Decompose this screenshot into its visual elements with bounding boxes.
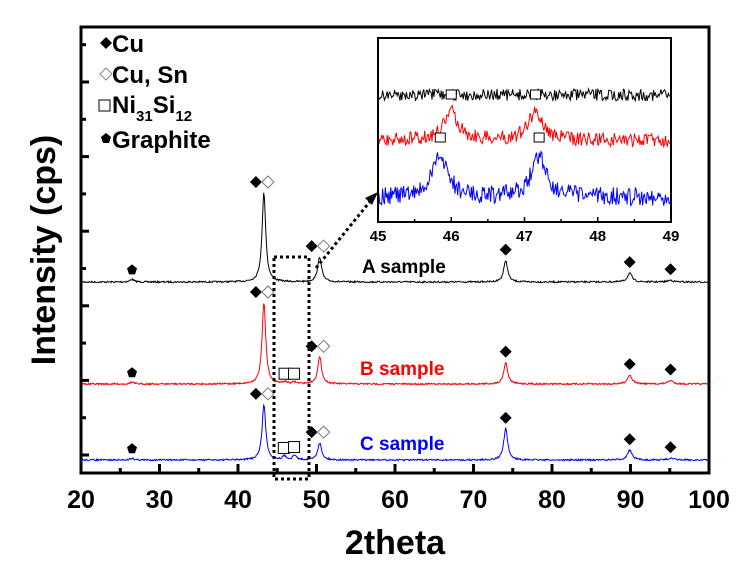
inset-line-c-sample <box>377 150 671 207</box>
cu-marker <box>664 363 677 376</box>
ni31si12-marker <box>277 441 290 454</box>
sample-label-b: B sample <box>360 359 444 380</box>
cu-sn-marker <box>316 339 331 354</box>
inset-x-tick-label: 48 <box>589 228 606 245</box>
x-axis-title: 2theta <box>345 524 446 562</box>
cu-marker <box>305 340 318 353</box>
graphite-marker <box>127 443 138 454</box>
cu-marker <box>623 256 636 269</box>
cu-marker <box>249 176 262 188</box>
inset-x-tick-label: 49 <box>663 228 680 245</box>
inset-x-axis: 45 46 47 48 49 <box>370 217 680 245</box>
legend-entry-graphite: Graphite <box>101 127 211 154</box>
x-tick-label: 80 <box>538 486 566 514</box>
cu-sn-marker <box>316 239 331 253</box>
legend-label: Cu <box>112 31 144 58</box>
graphite-marker <box>127 367 138 378</box>
ni31si12-marker <box>434 132 446 143</box>
cu-marker <box>249 387 262 400</box>
zoom-arrowhead <box>365 192 378 205</box>
legend-entry-ni31si12: Ni31Si12 <box>98 92 192 125</box>
filled-diamond-icon <box>100 37 112 49</box>
filled-pentagon-icon <box>101 133 111 143</box>
x-tick-label: 50 <box>303 486 331 514</box>
inset-x-tick-label: 45 <box>370 228 387 245</box>
ni31si12-marker <box>288 367 301 380</box>
inset-line-a-sample <box>377 87 671 103</box>
ni31si12-marker <box>288 441 301 454</box>
legend: Cu Cu, Sn Ni31Si12 Graphite <box>98 31 211 154</box>
legend-entry-cu-sn: Cu, Sn <box>99 62 188 89</box>
legend-entry-cu: Cu <box>100 31 144 58</box>
cu-marker <box>305 240 318 253</box>
inset-chart: 45 46 47 48 49 <box>370 37 680 245</box>
x-tick-label: 20 <box>67 486 95 514</box>
x-tick-label: 40 <box>224 486 252 514</box>
sample-label-c: C sample <box>360 434 444 455</box>
legend-label: Cu, Sn <box>112 62 188 89</box>
legend-label: Ni31Si12 <box>112 92 192 125</box>
series-line-a-sample <box>80 192 710 284</box>
inset-marker-layer <box>434 89 545 143</box>
cu-marker <box>499 411 512 424</box>
marker-layer <box>127 175 677 454</box>
sample-label-a: A sample <box>362 257 446 278</box>
cu-marker <box>499 345 512 358</box>
cu-marker <box>305 426 318 439</box>
graphite-marker <box>127 264 138 275</box>
cu-sn-marker <box>316 425 331 439</box>
cu-marker <box>664 263 677 276</box>
open-diamond-icon <box>99 67 113 81</box>
x-axis: 20 30 40 50 60 70 80 90 100 <box>67 464 730 514</box>
inset-series-layer <box>377 87 671 207</box>
cu-sn-marker <box>261 387 275 401</box>
x-tick-label: 100 <box>688 486 730 514</box>
ni31si12-marker <box>445 89 457 100</box>
legend-label: Graphite <box>112 127 211 154</box>
inset-line-b-sample <box>377 104 671 149</box>
cu-sn-marker <box>261 285 275 299</box>
series-line-c-sample <box>80 403 710 462</box>
y-axis <box>81 43 89 457</box>
inset-background <box>378 38 671 222</box>
cu-sn-marker <box>261 175 275 189</box>
zoom-box <box>272 255 311 481</box>
ni31si12-marker <box>529 89 541 100</box>
series-layer <box>80 192 710 462</box>
cu-marker <box>249 286 262 299</box>
y-axis-title: Intensity (cps) <box>25 135 63 365</box>
inset-x-tick-label: 46 <box>443 228 460 245</box>
inset-x-tick-label: 47 <box>516 228 533 245</box>
open-square-icon <box>98 99 111 112</box>
cu-marker <box>499 243 512 256</box>
x-tick-label: 30 <box>146 486 174 514</box>
series-line-b-sample <box>80 303 710 386</box>
cu-marker <box>664 441 677 454</box>
zoom-arrow <box>314 198 374 269</box>
ni31si12-marker <box>533 132 545 143</box>
cu-marker <box>623 358 636 371</box>
cu-marker <box>623 433 636 446</box>
x-tick-label: 70 <box>460 486 488 514</box>
x-tick-label: 90 <box>617 486 645 514</box>
x-tick-label: 60 <box>381 486 409 514</box>
